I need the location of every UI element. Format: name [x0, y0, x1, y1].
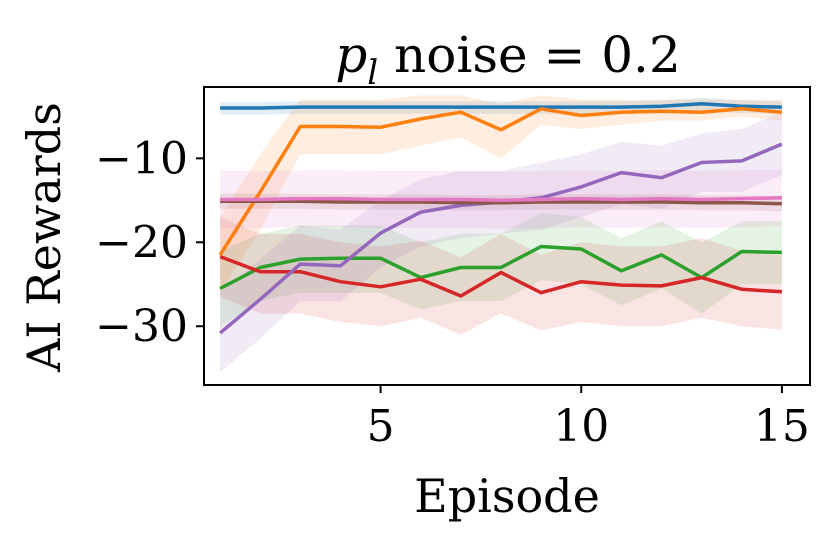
x-axis-label: Episode [414, 469, 600, 523]
chart-title-variable: p [335, 26, 367, 84]
series-band-4 [220, 217, 782, 335]
x-axis: 5 10 15 [367, 385, 810, 452]
x-tick-label-10: 10 [553, 401, 609, 452]
series-line-1 [220, 102, 782, 110]
y-tick-label-20: −20 [95, 217, 188, 268]
chart-title: pl noise = 0.2 [335, 26, 681, 93]
y-tick-label-10: −10 [95, 133, 188, 184]
series-line-4 [219, 254, 783, 298]
y-axis: −10 −20 −30 [95, 133, 204, 352]
series-lines [218, 102, 783, 335]
series-line-3 [219, 244, 782, 291]
series-line-7 [220, 196, 782, 203]
series-line-2 [218, 107, 783, 256]
x-tick-label-15: 15 [754, 401, 810, 452]
y-tick-label-30: −30 [95, 301, 188, 352]
chart-title-subscript: l [367, 53, 378, 93]
plot-frame [203, 86, 811, 386]
y-axis-label: AI Rewards [17, 102, 71, 373]
series-band-3 [220, 212, 782, 327]
x-tick-label-5: 5 [367, 401, 395, 452]
confidence-bands [220, 95, 782, 373]
series-band-2 [220, 95, 782, 293]
chart-title-rest: noise = 0.2 [378, 26, 681, 84]
series-line-6 [220, 199, 782, 206]
series-band-5 [220, 112, 782, 373]
